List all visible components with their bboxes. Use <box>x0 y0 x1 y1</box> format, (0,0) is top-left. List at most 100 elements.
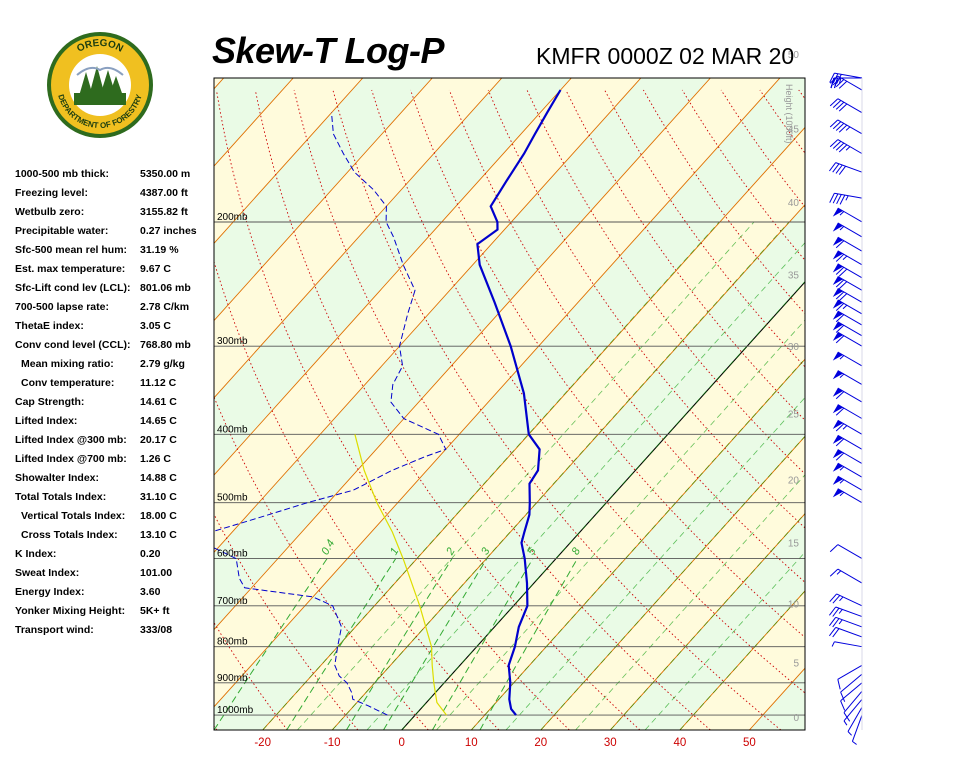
index-value: 18.00 C <box>140 510 177 522</box>
wind-barb <box>832 207 863 223</box>
index-label: Transport wind: <box>15 624 94 636</box>
moist-adiabat-line <box>401 280 805 730</box>
wind-barb-feather <box>829 606 837 616</box>
wind-barb-feather <box>829 568 839 577</box>
wind-barb-flag <box>832 449 843 459</box>
wind-barb-staff <box>837 419 863 435</box>
wind-barb-staff <box>837 351 863 367</box>
mixing-ratio-line <box>286 558 397 730</box>
index-row: Yonker Mixing Height: 5K+ ft <box>15 605 215 624</box>
index-label: Freezing level: <box>15 187 88 199</box>
wind-barb-flag <box>832 435 843 444</box>
wind-barb-half-feather <box>839 596 844 602</box>
index-row: K Index: 0.20 <box>15 548 215 567</box>
wind-barb-flag <box>832 388 843 397</box>
index-row: 700-500 lapse rate: 2.78 C/km <box>15 301 215 320</box>
index-label: Conv temperature: <box>21 377 115 389</box>
wind-barb <box>840 673 863 702</box>
index-value: 4387.00 ft <box>140 187 188 199</box>
index-row: Conv temperature: 11.12 C <box>15 377 215 396</box>
isotherm-line <box>819 78 960 730</box>
index-row: Lifted Index @300 mb: 20.17 C <box>15 434 215 453</box>
index-row: ThetaE index: 3.05 C <box>15 320 215 339</box>
wind-barb-half-feather <box>847 731 852 736</box>
wind-barb-feather <box>838 80 848 89</box>
moist-adiabat-line <box>575 474 805 730</box>
index-row: Sfc-500 mean rel hum: 31.19 % <box>15 244 215 263</box>
dry-adiabat-line <box>838 90 960 730</box>
dry-adiabat-line <box>410 89 805 638</box>
wind-barb-staff <box>837 488 863 504</box>
index-label: Total Totals Index: <box>15 491 107 503</box>
tree-icon <box>79 66 123 96</box>
oregon-forestry-logo: OREGON DEPARTMENT OF FORESTRY <box>47 32 153 138</box>
wind-barb-staff <box>835 616 863 628</box>
wind-barb <box>832 475 863 491</box>
index-value: 2.78 C/km <box>140 301 190 313</box>
height-tick-label: 10 <box>788 599 800 610</box>
index-value: 2.79 g/kg <box>140 358 185 370</box>
wind-barb-half-feather <box>839 226 845 231</box>
wind-barb-feather <box>838 293 848 302</box>
wind-barb-feather <box>837 679 841 690</box>
wind-barb-feather <box>835 266 845 275</box>
wind-barb <box>837 664 863 690</box>
dry-adiabat-line <box>293 89 711 730</box>
index-label: Cross Totals Index: <box>21 529 118 541</box>
wind-barb-half-feather <box>839 373 845 378</box>
dry-adiabat-line <box>448 89 805 583</box>
wind-barb-staff <box>837 568 863 584</box>
wind-barb <box>829 544 863 559</box>
isotherm-line <box>214 78 433 322</box>
wind-barb-half-feather <box>839 211 845 216</box>
chart-title: Skew-T Log-P <box>212 30 445 71</box>
dry-adiabat-line <box>526 89 805 475</box>
wind-barb <box>830 77 862 89</box>
wind-barb <box>832 404 863 420</box>
index-label: Sfc-Lift cond lev (LCL): <box>15 282 131 294</box>
wind-barb-feather <box>835 101 845 110</box>
wind-barb-feather <box>835 452 845 461</box>
index-label: Est. max temperature: <box>15 263 126 275</box>
wind-barb-feather <box>835 391 845 400</box>
wind-barb <box>832 275 863 291</box>
index-label: Lifted Index @300 mb: <box>15 434 127 446</box>
x-tick-label: 50 <box>743 737 756 749</box>
index-value: 3155.82 ft <box>140 206 188 218</box>
height-tick-label: 0 <box>793 713 799 724</box>
isotherm-line <box>262 126 805 730</box>
wind-barb-feather <box>830 77 835 89</box>
wind-barb <box>832 387 863 403</box>
x-tick-label: 10 <box>465 737 478 749</box>
wind-barb <box>832 351 863 367</box>
wind-barb-flag <box>832 208 843 217</box>
wind-barb-flag <box>832 332 843 341</box>
index-label: Conv cond level (CCL): <box>15 339 131 351</box>
height-tick-label: 45 <box>788 125 800 136</box>
index-label: Showalter Index: <box>15 472 100 484</box>
isotherm-line <box>214 78 503 399</box>
wind-barb-flag <box>832 237 843 246</box>
wind-barb-staff <box>840 673 863 693</box>
index-value: 11.12 C <box>140 377 177 389</box>
plot-frame <box>213 77 806 731</box>
station-time-label: KMFR 0000Z 02 MAR 20 <box>536 43 795 69</box>
index-value: 20.17 C <box>140 434 177 446</box>
wind-barb-feather <box>832 607 840 617</box>
wind-barb-flag <box>832 404 843 414</box>
index-value: 31.10 C <box>140 491 177 503</box>
index-value: 801.06 mb <box>140 282 191 294</box>
wind-barb-feather <box>829 192 835 203</box>
wind-barb-staff <box>837 119 863 135</box>
wind-barb-staff <box>837 404 863 420</box>
wind-barb-staff <box>837 434 863 450</box>
index-label: Sweat Index: <box>15 567 80 579</box>
wind-barb-feather <box>832 121 842 130</box>
index-row: Showalter Index: 14.88 C <box>15 472 215 491</box>
wind-barb <box>832 263 863 279</box>
wind-barb-staff <box>837 222 863 238</box>
wind-barb-flag <box>832 263 843 273</box>
wind-barb <box>840 682 863 711</box>
wind-barb-feather <box>835 79 845 88</box>
wind-barb <box>832 222 863 238</box>
